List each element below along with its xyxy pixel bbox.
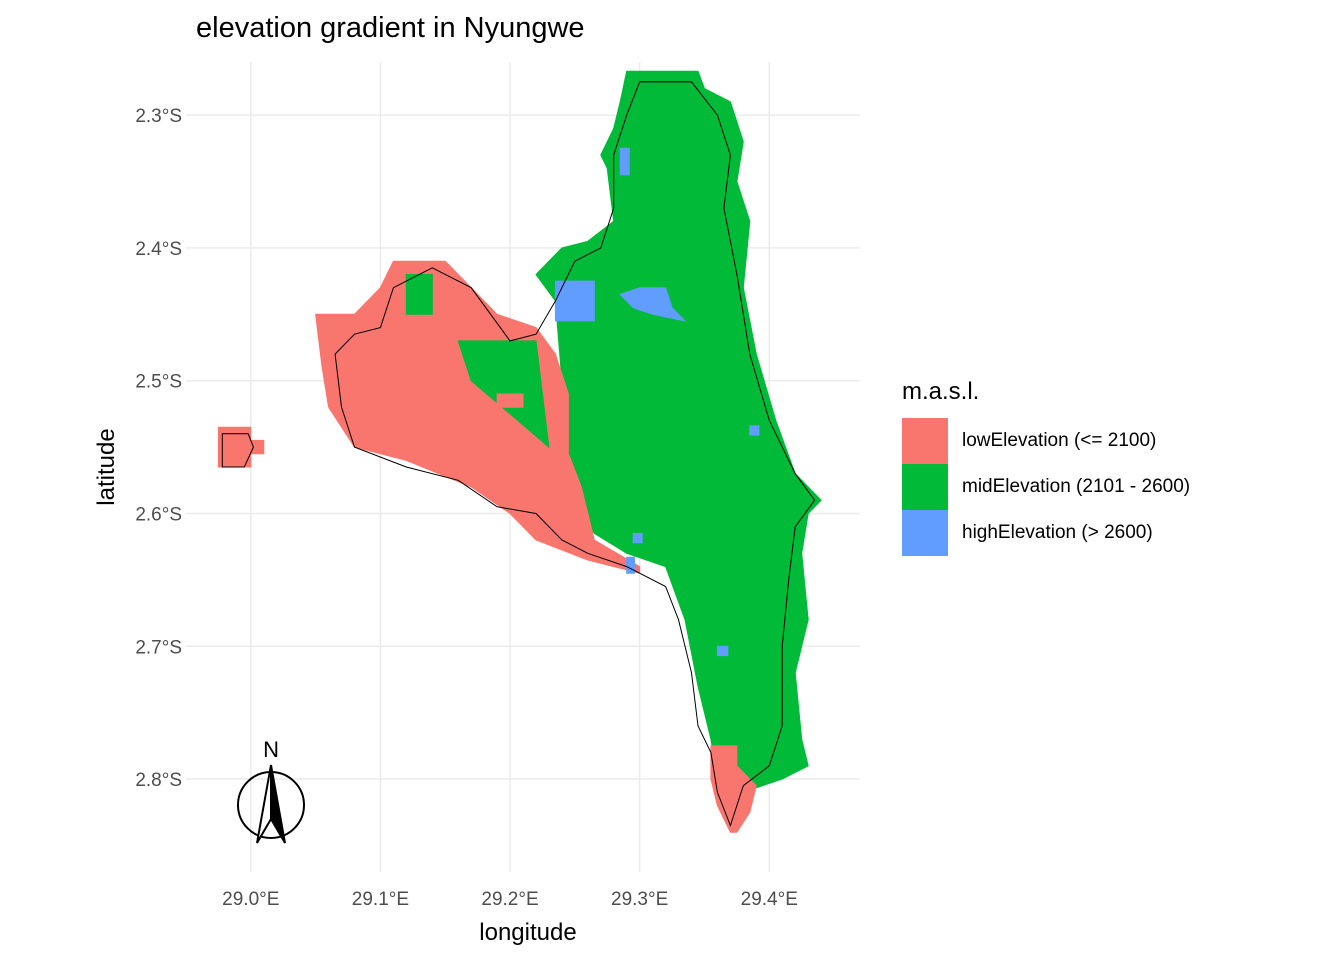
elevation-regions bbox=[217, 70, 822, 833]
y-axis-title: latitude bbox=[93, 428, 120, 505]
region-high-patch-west bbox=[554, 280, 595, 322]
x-tick-label-3: 29.3°E bbox=[611, 889, 668, 910]
y-tick-label-1: 2.4°S bbox=[135, 239, 182, 260]
legend-item-mid: midElevation (2101 - 2600) bbox=[902, 464, 1190, 510]
region-main-forest-block bbox=[535, 70, 822, 793]
x-tick-label-1: 29.1°E bbox=[352, 889, 409, 910]
axis-ticks: 29.0°E 29.1°E 29.2°E 29.3°E 29.4°E 2.3°S 2.4°S… bbox=[135, 106, 798, 910]
legend: m.a.s.l. lowElevation (<= 2100) midElevat… bbox=[902, 378, 1190, 556]
legend-items: lowElevation (<= 2100) midElevation (2101… bbox=[902, 418, 1190, 556]
legend-key-low bbox=[902, 418, 948, 464]
outlier-boundary-outline bbox=[221, 433, 254, 468]
north-arrow-label: N bbox=[263, 737, 279, 762]
legend-label-mid: midElevation (2101 - 2600) bbox=[962, 476, 1191, 497]
x-tick-label-2: 29.2°E bbox=[481, 889, 538, 910]
region-high-patch-south-b bbox=[626, 556, 635, 574]
region-western-outlier bbox=[217, 426, 265, 468]
region-southern-tip bbox=[710, 745, 757, 833]
chart-title: elevation gradient in Nyungwe bbox=[196, 12, 585, 44]
park-boundary bbox=[221, 81, 816, 827]
legend-key-high bbox=[902, 510, 948, 556]
legend-label-high: highElevation (> 2600) bbox=[962, 522, 1153, 543]
legend-item-high: highElevation (> 2600) bbox=[902, 510, 1190, 556]
park-boundary-outline bbox=[334, 81, 816, 827]
region-mid-patch-nw bbox=[405, 274, 433, 315]
y-tick-label-5: 2.8°S bbox=[135, 770, 182, 791]
region-high-patch-south-c bbox=[716, 645, 729, 657]
legend-key-mid bbox=[902, 464, 948, 510]
x-axis-title: longitude bbox=[479, 919, 576, 946]
region-western-lowlands bbox=[315, 260, 641, 574]
x-tick-label-4: 29.4°E bbox=[741, 889, 798, 910]
legend-label-low: lowElevation (<= 2100) bbox=[962, 430, 1157, 451]
region-high-patch-east bbox=[749, 425, 760, 436]
y-tick-label-0: 2.3°S bbox=[135, 106, 182, 127]
y-tick-label-2: 2.5°S bbox=[135, 372, 182, 393]
region-low-patch-inset bbox=[496, 393, 524, 408]
region-high-patch-north bbox=[619, 147, 630, 176]
legend-title: m.a.s.l. bbox=[902, 378, 980, 405]
x-tick-label-0: 29.0°E bbox=[222, 889, 279, 910]
y-tick-label-4: 2.7°S bbox=[135, 637, 182, 658]
north-arrow-icon: N bbox=[237, 737, 305, 844]
y-tick-label-3: 2.6°S bbox=[135, 504, 182, 525]
region-high-patch-center bbox=[619, 287, 687, 322]
region-high-patch-south-a bbox=[632, 532, 643, 544]
legend-item-low: lowElevation (<= 2100) bbox=[902, 418, 1190, 464]
